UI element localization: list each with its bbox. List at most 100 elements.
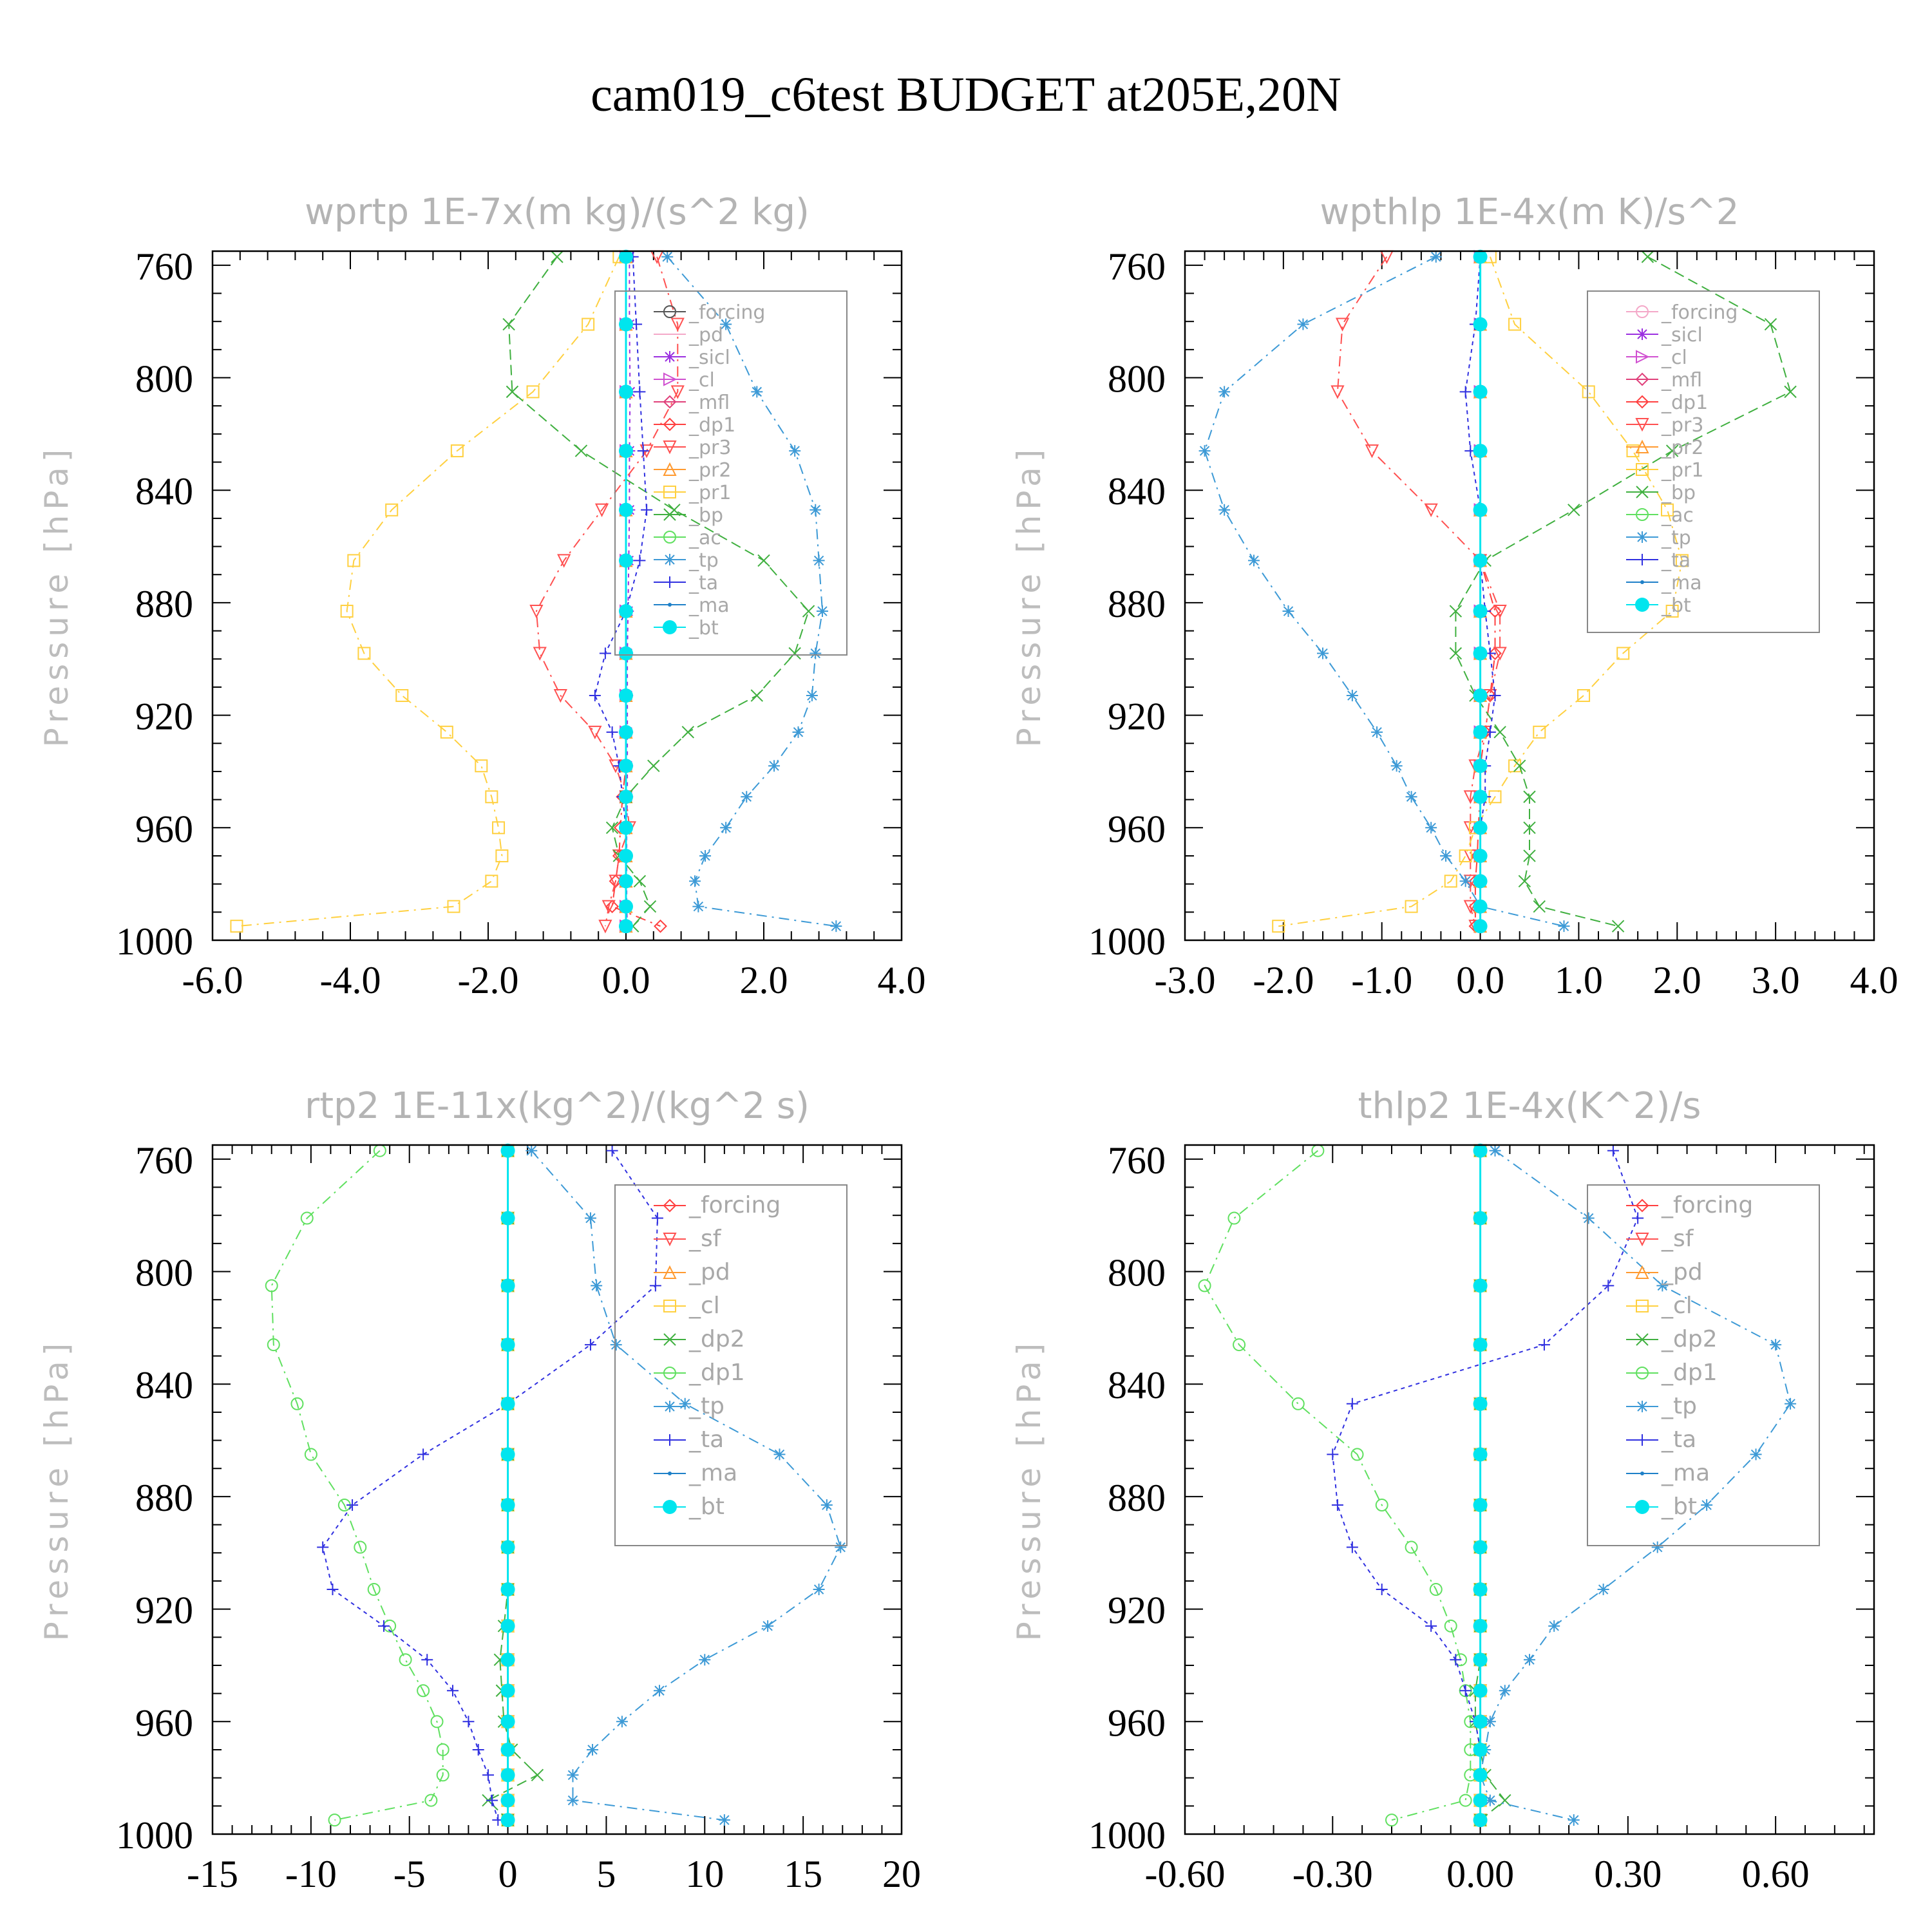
y-tick-label: 1000 <box>116 1814 193 1857</box>
data-point <box>1616 647 1630 660</box>
legend-marker <box>1636 350 1650 364</box>
legend: _forcing _sf _pd _cl _dp2 _dp1 _tp _ta _ma _bt <box>1587 1184 1820 1546</box>
y-tick-label: 840 <box>135 470 193 513</box>
legend-marker <box>663 1198 677 1213</box>
legend-box <box>614 1184 848 1546</box>
legend-box <box>614 290 848 656</box>
data-point <box>634 554 646 567</box>
legend-marker <box>1636 486 1649 498</box>
y-tick-label: 960 <box>135 808 193 850</box>
data-point <box>750 689 764 702</box>
data-point <box>1577 689 1591 703</box>
legend-marker <box>1636 554 1648 565</box>
legend-marker <box>663 305 676 318</box>
data-point <box>399 1653 412 1667</box>
data-point <box>1198 1279 1211 1293</box>
legend-label: _dp1 <box>1661 1359 1718 1386</box>
legend-label: _dp1 <box>1661 392 1708 414</box>
series-group <box>1198 249 1797 934</box>
legend-label: _ta <box>688 572 718 594</box>
legend-marker <box>663 486 676 498</box>
data-point <box>357 647 371 660</box>
data-point <box>290 1397 304 1410</box>
data-point <box>1444 1619 1457 1633</box>
data-point <box>1524 1654 1535 1666</box>
legend-label: _bt <box>688 617 719 639</box>
data-point <box>1567 504 1580 516</box>
data-point <box>1626 444 1640 458</box>
series-line <box>1204 256 1564 927</box>
legend-marker <box>663 1300 676 1312</box>
data-point <box>1473 1211 1488 1226</box>
data-point <box>689 875 701 887</box>
data-point <box>1611 920 1625 933</box>
data-point <box>616 1716 628 1728</box>
data-point <box>500 1540 515 1555</box>
data-point <box>346 1499 359 1511</box>
data-point <box>653 1685 665 1697</box>
data-point <box>1405 1540 1418 1554</box>
data-point <box>606 1144 618 1157</box>
data-point <box>634 386 646 398</box>
data-point <box>500 1683 515 1698</box>
legend-marker <box>1635 1500 1649 1514</box>
series-line <box>1278 256 1683 927</box>
data-point <box>500 1143 515 1158</box>
data-point <box>1473 646 1488 661</box>
data-point <box>1489 1144 1501 1157</box>
data-point <box>699 849 712 862</box>
series-ta <box>317 1144 663 1826</box>
legend-marker <box>663 1333 676 1346</box>
data-point <box>1233 1338 1246 1352</box>
series-tp <box>526 1144 847 1826</box>
data-point <box>1473 874 1488 889</box>
legend-label: _mfl <box>688 392 730 414</box>
data-point <box>1449 647 1463 660</box>
legend-marker <box>663 462 677 476</box>
data-point <box>792 726 804 738</box>
data-point <box>475 759 488 773</box>
data-point <box>430 1715 444 1728</box>
data-point <box>591 1280 603 1292</box>
data-point <box>1346 690 1358 702</box>
data-point <box>1473 444 1488 459</box>
data-point <box>447 900 460 913</box>
x-tick-label: 2.0 <box>740 959 788 1001</box>
data-point <box>1459 1685 1472 1697</box>
series-pr1 <box>1272 250 1689 933</box>
data-point <box>670 317 685 332</box>
data-point <box>265 1279 278 1293</box>
data-point <box>1597 1584 1609 1596</box>
data-point <box>500 1338 515 1352</box>
data-point <box>619 604 633 619</box>
data-point <box>485 790 498 804</box>
legend-label: _bt <box>1661 1493 1697 1520</box>
data-point <box>1538 1339 1550 1351</box>
data-point <box>1473 1540 1488 1555</box>
legend-label: _ta <box>1661 1426 1696 1453</box>
data-point <box>692 900 705 913</box>
legend-label: _pr2 <box>688 459 731 482</box>
data-point <box>641 504 653 516</box>
data-point <box>1473 1793 1488 1808</box>
legend-label: _bt <box>1661 594 1691 617</box>
legend-label: _tp <box>1661 527 1691 549</box>
data-point <box>619 790 633 804</box>
data-point <box>681 726 695 739</box>
data-point <box>421 1654 433 1666</box>
data-point <box>789 445 801 457</box>
y-tick-label: 800 <box>1108 1252 1166 1294</box>
data-point <box>500 1653 515 1667</box>
data-point <box>610 1339 622 1351</box>
y-tick-label: 920 <box>1108 1589 1166 1632</box>
data-point <box>598 920 612 934</box>
legend-label: _ac <box>688 527 721 549</box>
data-point <box>1582 385 1595 399</box>
data-point <box>649 1280 661 1292</box>
data-point <box>395 689 409 703</box>
data-point <box>1459 1794 1472 1807</box>
data-point <box>502 317 515 331</box>
legend-label: _bt <box>688 1493 724 1520</box>
data-point <box>354 1540 367 1554</box>
